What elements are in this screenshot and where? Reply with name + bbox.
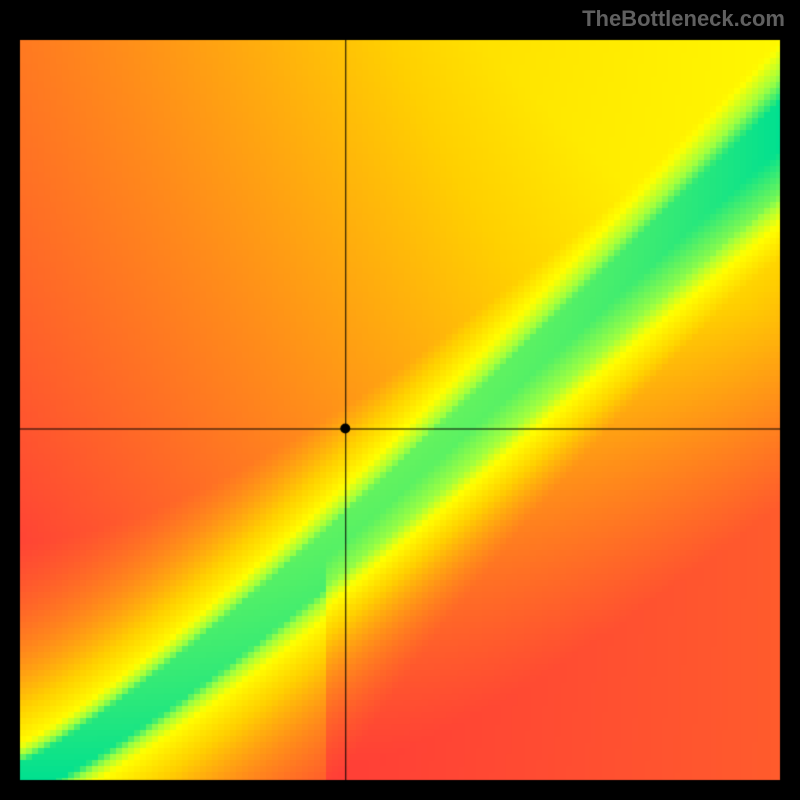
heatmap-canvas: [0, 0, 800, 800]
chart-container: TheBottleneck.com: [0, 0, 800, 800]
watermark-text: TheBottleneck.com: [582, 6, 785, 32]
